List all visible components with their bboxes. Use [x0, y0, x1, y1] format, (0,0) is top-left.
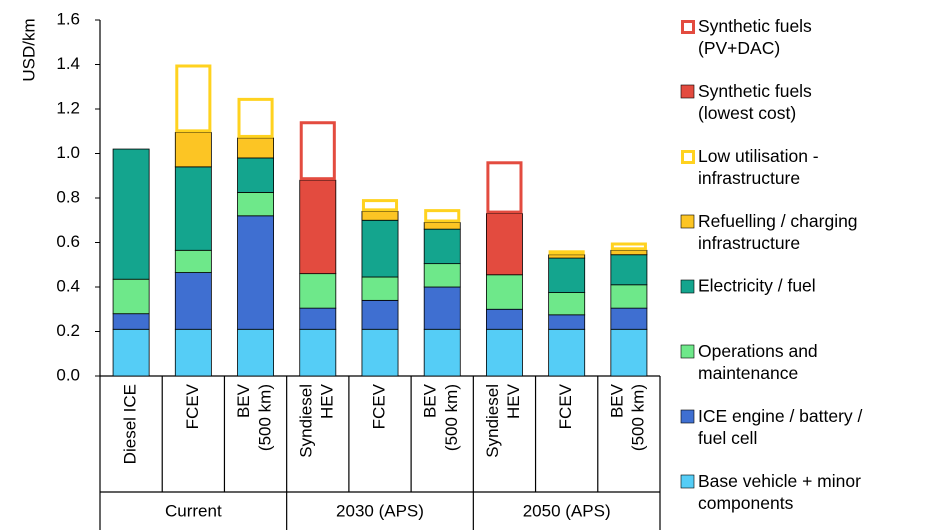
y-tick-label: 0.4 — [56, 276, 80, 295]
bar-segment — [424, 209, 461, 223]
bar-segment — [423, 286, 461, 330]
y-tick-label: 1.4 — [56, 54, 80, 73]
legend-label: Synthetic fuels (lowest cost) — [698, 81, 812, 123]
bar-segment — [361, 219, 399, 278]
bar-segment — [610, 328, 648, 377]
bar-segment — [485, 213, 523, 276]
y-tick-label: 0.0 — [56, 365, 80, 384]
x-tick-label: Syndiesel HEV — [483, 383, 523, 457]
bar-segment — [237, 215, 274, 330]
y-tick-label: 0.8 — [56, 187, 80, 206]
legend-swatch — [681, 20, 695, 34]
bar-segment — [361, 328, 399, 377]
bar-segment — [299, 179, 337, 275]
bar-segment — [423, 222, 461, 230]
bar-segment — [485, 328, 523, 377]
x-tick-label: FCEV — [369, 383, 388, 429]
legend-swatch — [681, 150, 695, 164]
bar-segment — [548, 257, 586, 293]
legend-label: Refuelling / charging infrastructure — [698, 211, 858, 253]
group-label: 2050 (APS) — [523, 501, 611, 520]
x-tick-label: BEV (500 km) — [608, 383, 648, 451]
y-tick-label: 0.6 — [56, 232, 80, 251]
bar-segment — [548, 250, 585, 255]
bar-segment — [299, 121, 336, 181]
bar-segment — [299, 307, 337, 330]
bar-segment — [175, 64, 212, 133]
y-tick-label: 1.2 — [56, 98, 80, 117]
y-tick-label: 1.6 — [56, 9, 80, 28]
x-tick-label: Syndiesel HEV — [297, 383, 337, 457]
bar-segment — [548, 328, 586, 377]
bar-segment — [610, 284, 648, 309]
bar-segment — [237, 157, 274, 193]
bar-segment — [112, 278, 150, 315]
bar-segment — [423, 328, 461, 377]
x-tick-label: BEV (500 km) — [421, 383, 461, 451]
bar-segment — [361, 210, 399, 221]
legend-label: ICE engine / battery / fuel cell — [698, 406, 863, 448]
bar-segment — [610, 254, 648, 286]
legend-swatch — [680, 279, 695, 294]
legend-swatch — [680, 214, 695, 229]
x-tick-label: Diesel ICE — [121, 384, 140, 464]
bar-segment — [112, 148, 150, 280]
bar-segment — [548, 292, 586, 316]
legend-label: Low utilisation -infrastructure — [698, 146, 819, 188]
bar-segment — [423, 263, 461, 288]
bar-segment — [548, 314, 586, 330]
x-tick-label: FCEV — [556, 383, 575, 429]
y-tick-label: 1.0 — [56, 143, 80, 162]
group-label: 2030 (APS) — [336, 501, 424, 520]
bar-segment — [237, 328, 274, 377]
legend-label: Operations and maintenance — [698, 341, 818, 383]
bar-segment — [174, 272, 212, 330]
bar-segment — [174, 131, 212, 168]
legend-swatch — [680, 84, 695, 99]
legend-label: Base vehicle + minor components — [698, 471, 861, 513]
bar-segment — [361, 276, 399, 301]
bar-segment — [174, 249, 212, 273]
bar-segment — [423, 228, 461, 265]
bar-segment — [485, 308, 523, 330]
x-tick-label: BEV (500 km) — [235, 383, 275, 451]
legend-label: Electricity / fuel — [698, 276, 816, 296]
bar-segment — [237, 192, 274, 217]
bar-segment — [610, 249, 648, 256]
legend-label: Synthetic fuels (PV+DAC) — [698, 16, 812, 58]
legend-swatch — [680, 409, 695, 424]
bar-segment — [486, 161, 523, 214]
bar-segment — [299, 273, 337, 309]
bar-segment — [237, 137, 274, 159]
bar-segment — [174, 328, 212, 377]
bar-segment — [485, 274, 523, 310]
x-tick-label: FCEV — [183, 383, 202, 429]
bar-segment — [237, 97, 274, 138]
bar-segment — [112, 313, 150, 330]
bar-segment — [548, 254, 586, 259]
y-tick-label: 0.2 — [56, 321, 80, 340]
group-label: Current — [165, 501, 222, 520]
bar-segment — [361, 199, 399, 212]
legend-swatch — [680, 344, 695, 359]
legend-swatch — [680, 474, 695, 489]
bar-segment — [174, 166, 212, 251]
bar-segment — [361, 299, 399, 330]
bar-segment — [112, 328, 150, 377]
bar-segment — [610, 242, 647, 251]
bar-segment — [299, 328, 337, 377]
bar-segment — [610, 307, 648, 330]
y-axis-label: USD/km — [19, 18, 38, 81]
